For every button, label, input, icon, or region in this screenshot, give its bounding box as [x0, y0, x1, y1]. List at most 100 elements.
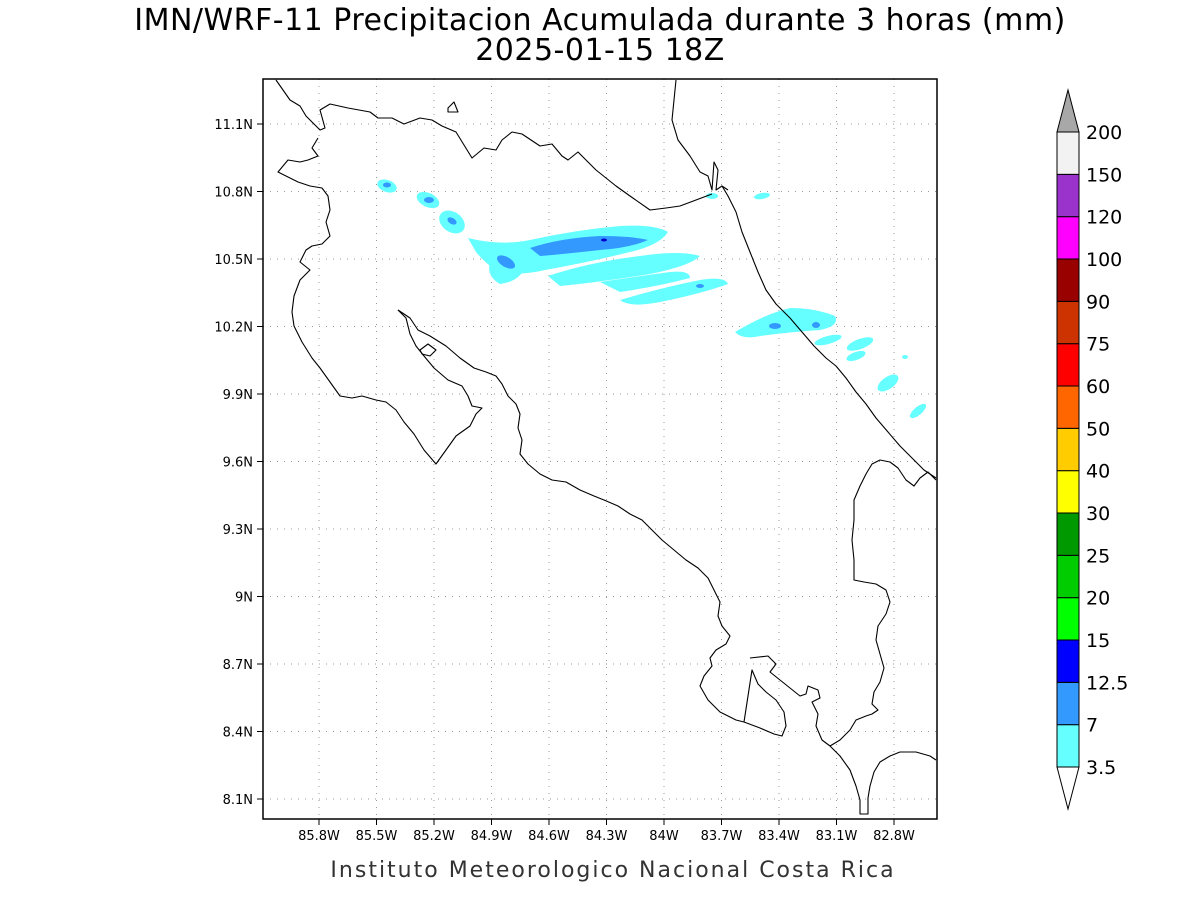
colorbar: 3.5 7 12.5 15 20 25 30 40 50 60 75 90 100 120 150 200: [1056, 88, 1128, 811]
colorbar-segment: [1056, 385, 1080, 429]
lon-tick-label: 84.6W: [528, 829, 570, 844]
colorbar-segment: [1056, 258, 1080, 302]
precip-cell: [383, 182, 391, 188]
map-frame: [262, 78, 938, 820]
lake-island: [447, 101, 459, 113]
lat-tick-label: 9.3N: [223, 523, 253, 538]
precip-moderate-areas: [383, 182, 820, 329]
lat-tick-label: 9.9N: [223, 388, 253, 403]
golfo-dulce-shore: [743, 669, 787, 737]
precip-cell: [424, 197, 434, 203]
lon-tick-label: 85.2W: [413, 829, 455, 844]
colorbar-level-label: 90: [1086, 291, 1110, 313]
lon-tick-label: 85.5W: [356, 829, 398, 844]
precip-cell: [696, 284, 704, 288]
colorbar-over-arrow: [1056, 88, 1080, 133]
lat-tick-label: 8.1N: [223, 793, 253, 808]
nicaragua-lake-shore: [275, 79, 713, 211]
colorbar-under-arrow: [1056, 766, 1080, 811]
colorbar-level-label: 15: [1086, 630, 1110, 652]
precip-cell: [812, 322, 820, 328]
colorbar-segment: [1056, 681, 1080, 726]
precip-cell: [814, 334, 842, 346]
precip-cell: [496, 255, 516, 269]
colorbar-segment: [1056, 470, 1080, 514]
map-plot-area: 85.8W 85.5W 85.2W 84.9W 84.6W 84.3W 84W 83.7W 83…: [214, 78, 938, 844]
lon-tick-label: 83.7W: [701, 829, 743, 844]
precip-heavy-areas: [601, 238, 607, 242]
caribbean-coast: [721, 185, 937, 479]
colorbar-level-label: 7: [1086, 715, 1098, 737]
colorbar-level-label: 30: [1086, 503, 1110, 525]
lon-tick-label: 83.4W: [758, 829, 800, 844]
graticule: [263, 79, 937, 819]
colorbar-level-label: 20: [1086, 588, 1110, 610]
colorbar-segment: [1056, 554, 1080, 599]
gulf-island: [419, 343, 437, 357]
colorbar-level-label: 120: [1086, 207, 1122, 229]
precip-cell: [754, 192, 770, 200]
precip-cell: [769, 323, 781, 329]
lat-tick-label: 10.8N: [214, 186, 253, 201]
precip-cell: [706, 193, 718, 199]
lat-tick-label: 10.2N: [214, 321, 253, 336]
footer-credit: Instituto Meteorologico Nacional Costa R…: [330, 858, 895, 883]
precip-cell: [846, 337, 874, 351]
colorbar-level-label: 3.5: [1086, 757, 1116, 779]
colorbar-segment: [1056, 597, 1080, 641]
colorbar-segment: [1056, 216, 1080, 260]
map-subtitle-datetime: 2025-01-15 18Z: [475, 33, 725, 68]
colorbar-segment: [1056, 512, 1080, 556]
lat-tick-label: 9.6N: [223, 456, 253, 471]
lon-tick-label: 85.8W: [298, 829, 340, 844]
colorbar-level-label: 12.5: [1086, 672, 1128, 694]
colorbar-level-label: 50: [1086, 418, 1110, 440]
precipitation-field: [377, 179, 927, 419]
burica-peninsula: [829, 745, 937, 815]
precip-band-caribbean: [735, 308, 836, 338]
colorbar-level-label: 25: [1086, 545, 1110, 567]
colorbar-level-label: 40: [1086, 461, 1110, 483]
precip-cell: [902, 355, 908, 359]
pacific-coast-central: [397, 309, 745, 723]
precip-core-main: [530, 236, 648, 256]
colorbar-level-label: 75: [1086, 334, 1110, 356]
precip-streak: [548, 253, 700, 286]
lon-tick-label: 84W: [649, 829, 679, 844]
colorbar-level-label: 200: [1086, 122, 1122, 144]
precip-cell: [909, 403, 927, 419]
colorbar-segment: [1056, 427, 1080, 472]
colorbar-segment: [1056, 300, 1080, 345]
precip-cell: [846, 350, 866, 362]
lon-tick-label: 84.3W: [586, 829, 628, 844]
latitude-labels: 11.1N 10.8N 10.5N 10.2N 9.9N 9.6N 9.3N 9N 8.7N 8.…: [214, 118, 253, 808]
lon-tick-label: 84.9W: [471, 829, 513, 844]
precip-cell: [601, 238, 607, 242]
axis-ticks: [257, 123, 895, 825]
precip-streak: [600, 271, 690, 292]
longitude-labels: 85.8W 85.5W 85.2W 84.9W 84.6W 84.3W 84W 83.7W 83…: [298, 829, 915, 844]
lon-tick-label: 82.8W: [873, 829, 915, 844]
colorbar-level-label: 100: [1086, 249, 1122, 271]
lat-tick-label: 8.4N: [223, 726, 253, 741]
pacific-coast-north: [277, 137, 483, 465]
colorbar-segment: [1056, 724, 1080, 768]
precip-cell: [877, 374, 899, 392]
precip-cell: [447, 217, 457, 225]
coastlines-borders: [275, 79, 937, 815]
lat-tick-label: 9N: [235, 591, 253, 606]
lon-tick-label: 83.1W: [816, 829, 858, 844]
colorbar-segment: [1056, 639, 1080, 683]
lat-tick-label: 11.1N: [214, 118, 253, 133]
lat-tick-label: 10.5N: [214, 253, 253, 268]
colorbar-segment: [1056, 173, 1080, 218]
caribbean-coast-north: [671, 79, 729, 191]
map-title: IMN/WRF-11 Precipitacion Acumulada duran…: [134, 3, 1066, 38]
lat-tick-label: 8.7N: [223, 658, 253, 673]
colorbar-segment: [1056, 343, 1080, 387]
colorbar-level-label: 150: [1086, 164, 1122, 186]
colorbar-level-label: 60: [1086, 376, 1110, 398]
colorbar-segment: [1056, 131, 1080, 175]
precip-cell: [489, 260, 525, 284]
